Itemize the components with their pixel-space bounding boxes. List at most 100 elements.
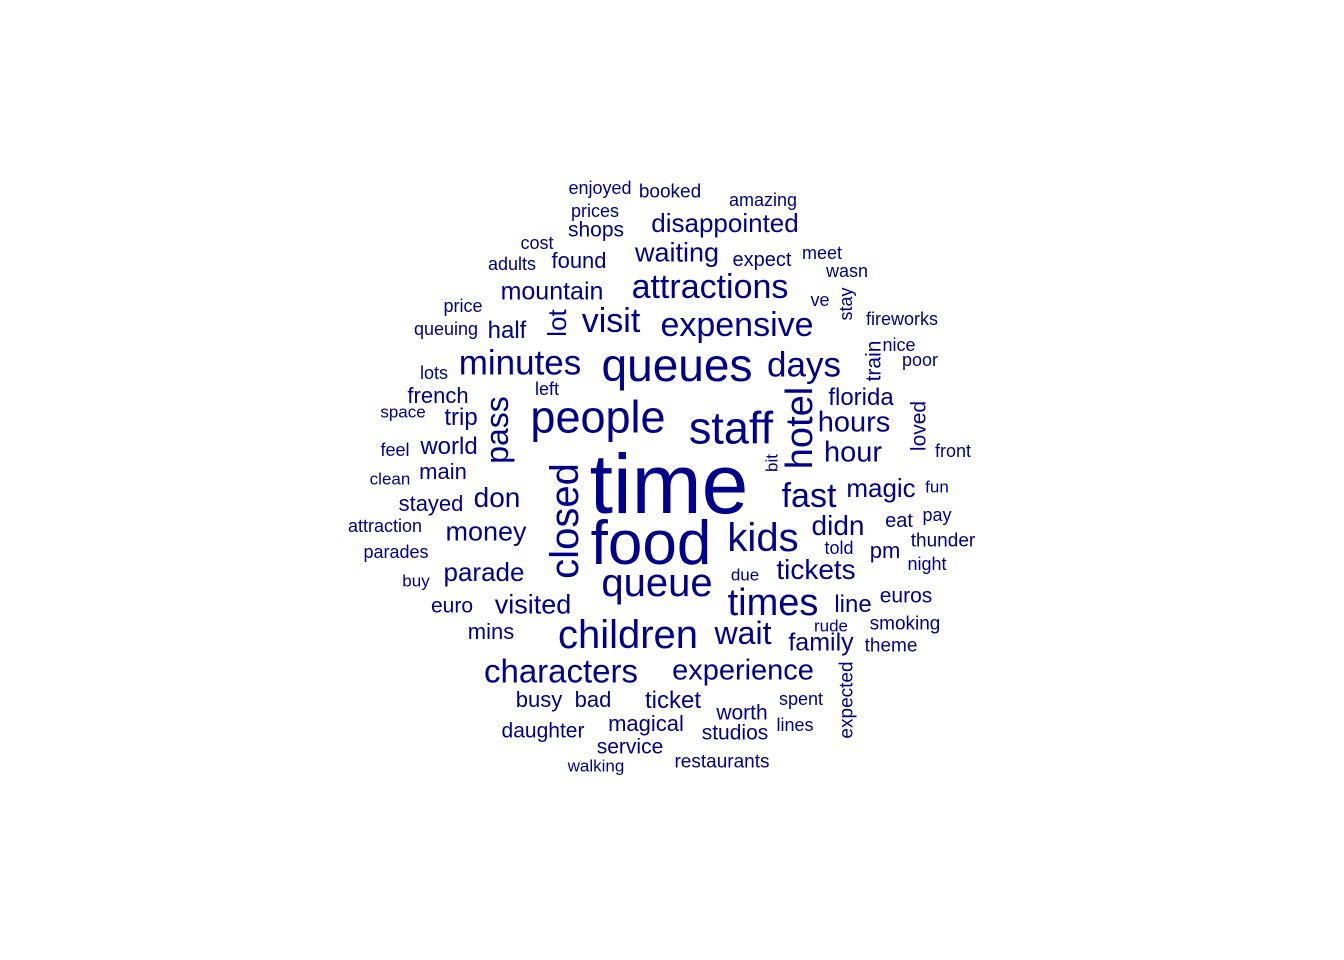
word-expected: expected [836,661,858,739]
word-times: times [727,582,819,624]
word-family: family [788,628,854,657]
word-people: people [530,391,666,443]
word-attractions: attractions [631,268,789,306]
word-days: days [767,345,841,385]
word-train: train [862,340,886,382]
word-characters: characters [483,652,639,690]
word-amazing: amazing [728,190,798,210]
word-walking: walking [567,756,625,776]
word-visit: visit [581,302,641,340]
word-ticket: ticket [644,687,702,714]
word-children: children [557,613,699,657]
word-meet: meet [801,243,843,263]
word-euros: euros [879,584,933,608]
word-due: due [730,565,760,585]
word-told: told [824,538,854,558]
word-enjoyed: enjoyed [568,178,632,198]
word-eat: eat [885,510,913,532]
word-space: space [380,402,426,422]
word-waiting: waiting [634,237,720,268]
word-wait: wait [714,615,772,651]
word-spent: spent [778,689,824,709]
word-restaurants: restaurants [674,751,770,773]
word-parade: parade [443,557,525,587]
word-mountain: mountain [500,277,604,306]
word-daughter: daughter [501,719,585,743]
word-stayed: stayed [398,491,464,516]
word-front: front [934,441,972,461]
word-closed: closed [543,463,587,579]
word-visited: visited [494,589,572,620]
word-expect: expect [732,249,792,271]
word-half: half [487,317,527,344]
word-money: money [445,516,527,547]
word-tickets: tickets [776,554,856,585]
word-feel: feel [380,440,410,460]
word-lines: lines [776,715,814,735]
word-queues: queues [601,339,753,391]
word-theme: theme [864,635,918,657]
word-florida: florida [828,384,894,411]
word-euro: euro [430,594,474,618]
word-minutes: minutes [458,343,582,383]
word-main: main [419,459,467,484]
word-clean: clean [369,469,411,489]
word-worth: worth [716,701,768,725]
word-studios: studios [701,721,769,745]
word-ve: ve [810,290,830,310]
word-don: don [473,482,521,513]
word-parades: parades [363,542,429,562]
word-thunder: thunder [910,530,976,552]
word-queue: queue [601,561,713,605]
word-pass: pass [479,396,515,464]
word-french: french [407,383,469,408]
word-line: line [834,591,872,618]
word-booked: booked [638,181,702,203]
word-nice: nice [882,335,916,355]
word-poor: poor [901,350,939,370]
word-fireworks: fireworks [865,309,939,329]
word-pm: pm [869,538,901,563]
word-shops: shops [567,218,625,242]
word-wasn: wasn [825,261,869,281]
word-price: price [443,296,483,316]
word-hours: hours [817,406,891,439]
word-prices: prices [570,201,620,221]
word-lots: lots [419,363,449,383]
word-lot: lot [542,309,572,337]
word-world: world [420,433,478,460]
word-expensive: expensive [660,306,814,344]
word-stay: stay [836,287,856,321]
word-hour: hour [823,436,883,469]
word-pay: pay [922,505,952,525]
word-smoking: smoking [869,613,941,635]
word-rude: rude [813,616,849,636]
word-hotel: hotel [779,386,821,470]
word-buy: buy [402,571,430,591]
word-experience: experience [672,654,814,687]
word-staff: staff [688,402,774,454]
word-left: left [534,379,560,399]
word-adults: adults [487,254,537,274]
word-bit: bit [762,454,782,472]
word-mins: mins [467,619,515,644]
word-fun: fun [925,477,949,497]
word-loved: loved [907,400,931,452]
word-busy: busy [515,687,563,712]
word-bad: bad [574,687,612,712]
word-trip: trip [444,404,478,431]
word-kids: kids [727,516,799,560]
word-time: time [589,437,749,531]
word-food: food [590,509,712,578]
word-night: night [907,554,947,574]
word-found: found [551,248,607,273]
word-magic: magic [846,473,916,503]
word-didn: didn [811,510,865,541]
word-service: service [596,735,664,759]
word-queuing: queuing [413,319,479,339]
word-fast: fast [781,477,837,515]
word-cost: cost [520,233,554,253]
word-magical: magical [608,711,684,736]
word-disappointed: disappointed [651,208,799,238]
